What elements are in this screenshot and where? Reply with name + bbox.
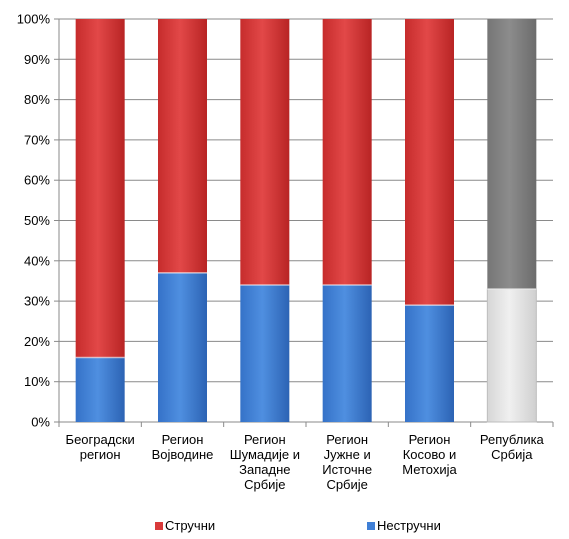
legend-label: Нестручни (377, 518, 441, 533)
x-category-label-line: Шумадије и (230, 447, 300, 462)
legend-swatch (155, 522, 163, 530)
bar-Нестручни (322, 284, 372, 422)
x-category-label-line: Метохија (402, 462, 457, 477)
y-tick-label: 60% (24, 173, 50, 188)
bar-Стручни (405, 19, 454, 306)
bar-Стручни (487, 19, 537, 290)
x-category-label: Регион Јужне и Источне Србије (322, 432, 372, 492)
x-category-label: Регион Косово и Метохија (402, 432, 457, 477)
x-category-label-line: Република (480, 432, 545, 447)
x-category-label: Република Србија (480, 432, 545, 462)
y-tick-label: 70% (24, 132, 50, 147)
x-category-label-line: Србије (326, 477, 367, 492)
x-category-label-line: Косово и (403, 447, 457, 462)
y-tick-label: 50% (24, 213, 50, 228)
bar-Стручни (75, 19, 125, 358)
y-tick-label: 90% (24, 52, 50, 67)
bar-Нестручни (158, 272, 207, 422)
x-category-label-line: регион (80, 447, 121, 462)
x-category-label-line: Западне (239, 462, 290, 477)
y-tick-label: 40% (24, 253, 50, 268)
y-tick-label: 0% (31, 415, 50, 430)
x-category-label-line: Србија (491, 447, 533, 462)
bar-Нестручни (486, 288, 537, 423)
x-category-label-line: Јужне и (324, 447, 371, 462)
y-tick-label: 10% (24, 374, 50, 389)
bar-Стручни (322, 19, 372, 285)
bar-Нестручни (240, 284, 290, 422)
legend-label: Стручни (165, 518, 215, 533)
x-category-label: Регион Шумадије и Западне Србије (230, 432, 300, 492)
x-category-label-line: Регион (162, 432, 204, 447)
x-category-label-line: Србије (244, 477, 285, 492)
y-tick-labels: 0% 10% 20% 30% 40% 50% 60% 70% 80% 90% 100% (17, 12, 51, 430)
bar-Стручни (158, 19, 207, 273)
x-category-label: Регион Војводине (152, 432, 214, 462)
x-category-label-line: Источне (322, 462, 372, 477)
y-tick-label: 30% (24, 294, 50, 309)
bar-Стручни (240, 19, 290, 285)
bar-Нестручни (405, 305, 454, 422)
y-tick-label: 100% (17, 12, 51, 27)
legend-swatch (367, 522, 375, 530)
x-category-label-line: Београдски (66, 432, 135, 447)
bars (75, 19, 537, 423)
legend: Стручни Нестручни (155, 518, 441, 533)
gridlines (59, 18, 553, 383)
x-category-label-line: Регион (244, 432, 286, 447)
x-category-label-line: Регион (409, 432, 451, 447)
axes (54, 18, 554, 427)
y-tick-label: 80% (24, 92, 50, 107)
x-category-label-line: Регион (326, 432, 368, 447)
x-category-label: Београдски регион (66, 432, 135, 462)
bar-Нестручни (75, 357, 125, 422)
y-tick-label: 20% (24, 334, 50, 349)
x-category-label-line: Војводине (152, 447, 214, 462)
